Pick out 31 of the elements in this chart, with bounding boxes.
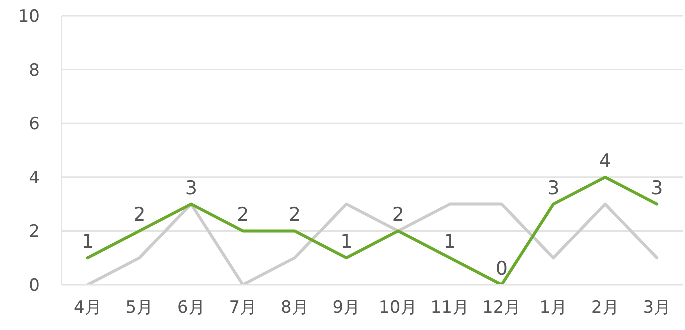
x-tick-label: 7月 bbox=[229, 298, 258, 318]
x-tick-label: 9月 bbox=[332, 298, 361, 318]
x-tick-label: 4月 bbox=[74, 298, 102, 318]
data-label: 2 bbox=[392, 204, 404, 226]
y-tick-label: 6 bbox=[29, 114, 40, 135]
data-label: 3 bbox=[548, 177, 560, 200]
data-label: 4 bbox=[599, 150, 612, 172]
x-tick-label: 2月 bbox=[591, 298, 620, 318]
y-tick-label: 0 bbox=[29, 276, 40, 296]
line-series bbox=[86, 202, 659, 285]
y-tick-label: 4 bbox=[29, 168, 40, 188]
x-tick-label: 3月 bbox=[643, 298, 672, 318]
data-label: 1 bbox=[82, 231, 94, 254]
data-label: 3 bbox=[185, 177, 198, 200]
x-tick-label: 6月 bbox=[177, 298, 206, 318]
x-tick-label: 5月 bbox=[126, 298, 154, 318]
data-label: 0 bbox=[496, 258, 508, 280]
x-tick-label: 8月 bbox=[280, 298, 309, 318]
data-label: 1 bbox=[444, 231, 456, 254]
y-tick-label: 8 bbox=[29, 60, 40, 81]
x-tick-label: 11月 bbox=[430, 298, 470, 318]
x-tick-label: 12月 bbox=[482, 298, 522, 318]
data-label: 3 bbox=[651, 177, 664, 200]
data-label: 1 bbox=[340, 231, 353, 254]
data-label: 2 bbox=[237, 204, 250, 226]
y-tick-label: 2 bbox=[29, 222, 40, 242]
x-tick-label: 10月 bbox=[379, 298, 418, 318]
data-label: 2 bbox=[134, 204, 146, 226]
x-tick-label: 1月 bbox=[540, 298, 568, 318]
y-tick-label: 10 bbox=[18, 7, 40, 28]
data-label: 2 bbox=[288, 204, 301, 226]
